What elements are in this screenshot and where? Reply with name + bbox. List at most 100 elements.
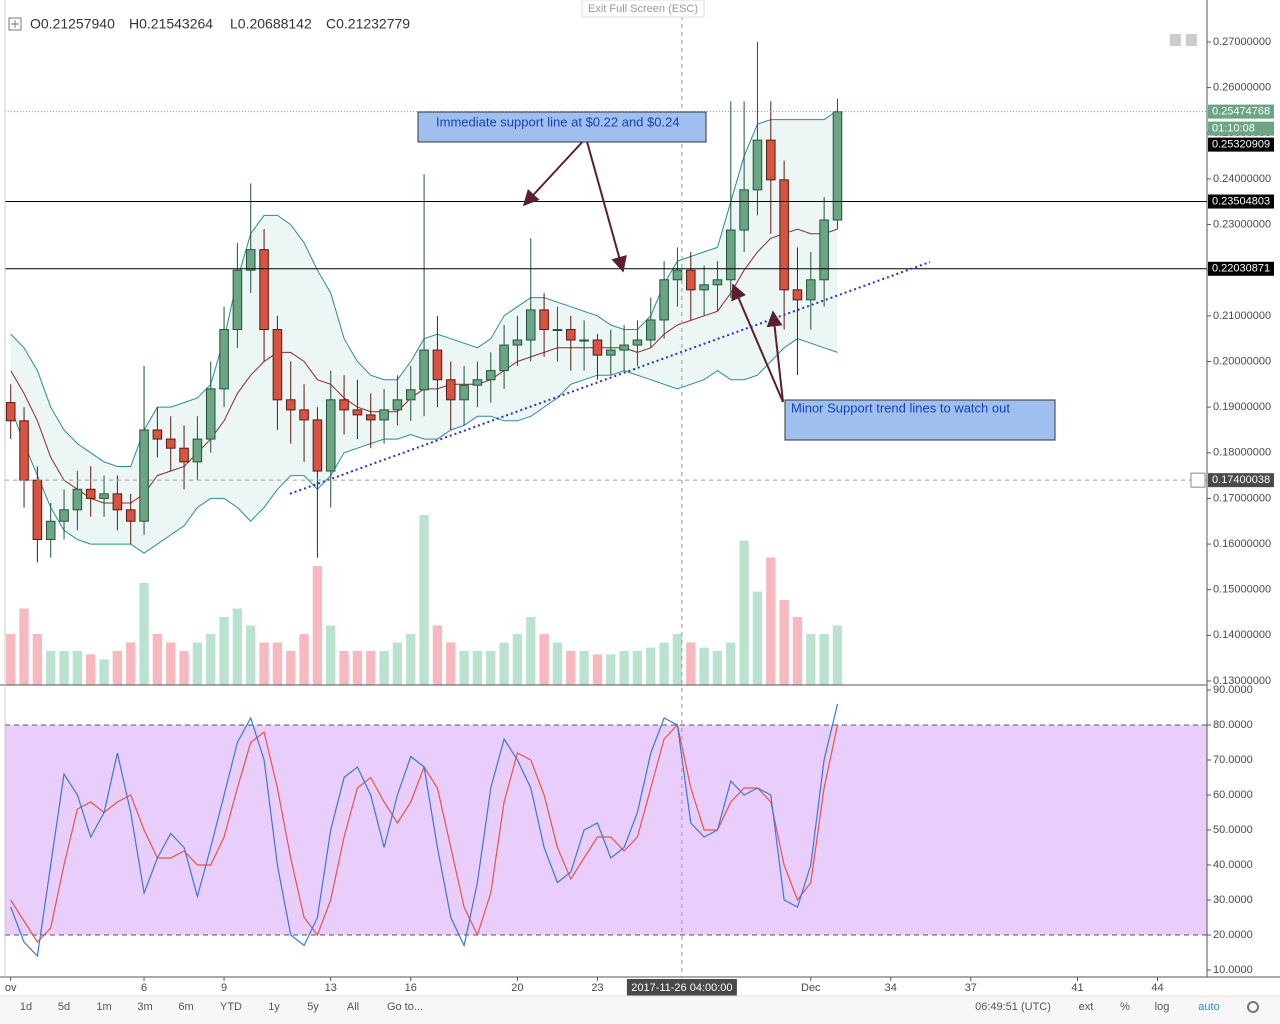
settings-button[interactable] bbox=[1247, 1001, 1259, 1013]
candle-body bbox=[272, 329, 283, 401]
candle-body bbox=[499, 344, 509, 372]
volume-bar bbox=[46, 651, 56, 685]
volume-bar bbox=[59, 651, 69, 685]
candle-body bbox=[619, 344, 629, 351]
candle-body bbox=[792, 289, 803, 301]
volume-bar bbox=[259, 642, 269, 685]
y-tick-label: 90.0000 bbox=[1213, 684, 1253, 696]
range-button[interactable]: 1d bbox=[20, 1001, 32, 1013]
hline-label-bg bbox=[1208, 194, 1274, 209]
stoch-line bbox=[10, 703, 839, 958]
x-tick-label: 20 bbox=[511, 982, 523, 994]
arrow bbox=[766, 310, 784, 403]
range-button[interactable]: 5y bbox=[307, 1001, 319, 1013]
y-tick-label: 0.15000000 bbox=[1213, 584, 1271, 596]
candle-body bbox=[552, 329, 563, 332]
hline-label-bg bbox=[1208, 261, 1274, 276]
y-tick-label: 0.26000000 bbox=[1213, 82, 1271, 94]
y-tick-label: 0.18000000 bbox=[1213, 447, 1271, 459]
volume-bar bbox=[206, 634, 216, 685]
volume-bar bbox=[779, 600, 789, 685]
volume-bar bbox=[232, 608, 243, 685]
candle-body bbox=[472, 379, 483, 386]
ohlc-close: C0.21232779 bbox=[326, 16, 410, 32]
candle-body bbox=[312, 419, 323, 472]
volume-bar bbox=[472, 651, 483, 685]
volume-bar bbox=[579, 651, 589, 685]
volume-bar bbox=[832, 625, 843, 685]
candle-body bbox=[72, 488, 83, 511]
overlay: O0.21257940 H0.21543264 L0.20688142 C0.2… bbox=[8, 0, 1197, 441]
candle-body bbox=[339, 399, 349, 411]
candle-body bbox=[592, 339, 603, 356]
y-tick-label: 80.0000 bbox=[1213, 719, 1253, 731]
legend-toggle[interactable] bbox=[8, 17, 22, 31]
range-button[interactable]: All bbox=[347, 1001, 359, 1013]
arrow bbox=[585, 137, 627, 273]
ohlc-low: L0.20688142 bbox=[230, 16, 312, 32]
volume-bar bbox=[632, 651, 643, 685]
range-button[interactable]: YTD bbox=[220, 1001, 242, 1013]
option-button[interactable]: ext bbox=[1079, 1001, 1094, 1013]
volume-bar bbox=[432, 625, 443, 685]
option-button[interactable]: auto bbox=[1198, 1001, 1219, 1013]
pane-button[interactable] bbox=[1186, 34, 1197, 46]
arrow bbox=[522, 137, 587, 207]
volume-bar bbox=[272, 642, 283, 685]
annotation-text: Minor Support trend lines to watch out bbox=[791, 400, 1010, 415]
x-tick-label: 34 bbox=[885, 982, 897, 994]
pane-button[interactable] bbox=[1170, 34, 1181, 46]
prev-price-label-bg bbox=[1208, 137, 1274, 152]
y-tick-label: 0.21000000 bbox=[1213, 310, 1271, 322]
volume-bar bbox=[339, 651, 349, 685]
volume-bar bbox=[646, 647, 656, 685]
bottom-toolbar: 1d 5d 1m 3m 6m YTD 1y 5y All Go to... 06… bbox=[0, 995, 1280, 1024]
candle-body bbox=[806, 279, 816, 301]
volume-bar bbox=[179, 651, 189, 685]
crosshair-x-label-bg bbox=[626, 979, 737, 996]
x-tick-label: 37 bbox=[965, 982, 977, 994]
last-price-label-bg bbox=[1208, 104, 1274, 119]
option-button[interactable]: log bbox=[1155, 1001, 1170, 1013]
range-button[interactable]: 5d bbox=[58, 1001, 70, 1013]
y-tick-label: 0.17000000 bbox=[1213, 492, 1271, 504]
volume-bar bbox=[19, 608, 29, 685]
y-tick-label: 10.0000 bbox=[1213, 964, 1253, 976]
volume-bar bbox=[312, 566, 323, 685]
volume-bar bbox=[766, 557, 776, 685]
range-button[interactable]: 6m bbox=[178, 1001, 193, 1013]
y-tick-label: 60.0000 bbox=[1213, 789, 1253, 801]
volume-bar bbox=[379, 651, 389, 685]
annotation-box bbox=[784, 399, 1056, 441]
volume-bar bbox=[32, 634, 43, 685]
candle-body bbox=[445, 379, 456, 401]
candle-body bbox=[219, 329, 229, 390]
x-tick-label: 23 bbox=[591, 982, 603, 994]
candle-body bbox=[352, 409, 363, 416]
option-button[interactable]: % bbox=[1120, 1001, 1130, 1013]
y-tick-label: 0.16000000 bbox=[1213, 538, 1271, 550]
x-tick-label: 44 bbox=[1151, 982, 1163, 994]
exit-fullscreen-button[interactable] bbox=[581, 0, 705, 18]
range-button[interactable]: 1m bbox=[96, 1001, 111, 1013]
candle-body bbox=[752, 139, 763, 191]
candle-body bbox=[566, 329, 576, 341]
range-button[interactable]: 3m bbox=[137, 1001, 152, 1013]
candle-body bbox=[179, 447, 189, 463]
candle-body bbox=[419, 349, 429, 391]
volume-bar bbox=[806, 634, 816, 685]
candle-body bbox=[192, 438, 203, 463]
candle-body bbox=[99, 493, 109, 499]
volume-bar bbox=[166, 642, 176, 685]
range-button[interactable]: 1y bbox=[268, 1001, 280, 1013]
candle-body bbox=[525, 309, 536, 341]
arrow bbox=[731, 283, 784, 403]
volume-bar bbox=[152, 634, 163, 685]
candle-body bbox=[205, 388, 216, 440]
exit-fullscreen-label: Exit Full Screen (ESC) bbox=[588, 3, 698, 15]
goto-button[interactable]: Go to... bbox=[387, 1001, 423, 1013]
volume-bar bbox=[619, 651, 629, 685]
x-tick-label: 13 bbox=[325, 982, 337, 994]
candle-body bbox=[112, 493, 123, 511]
